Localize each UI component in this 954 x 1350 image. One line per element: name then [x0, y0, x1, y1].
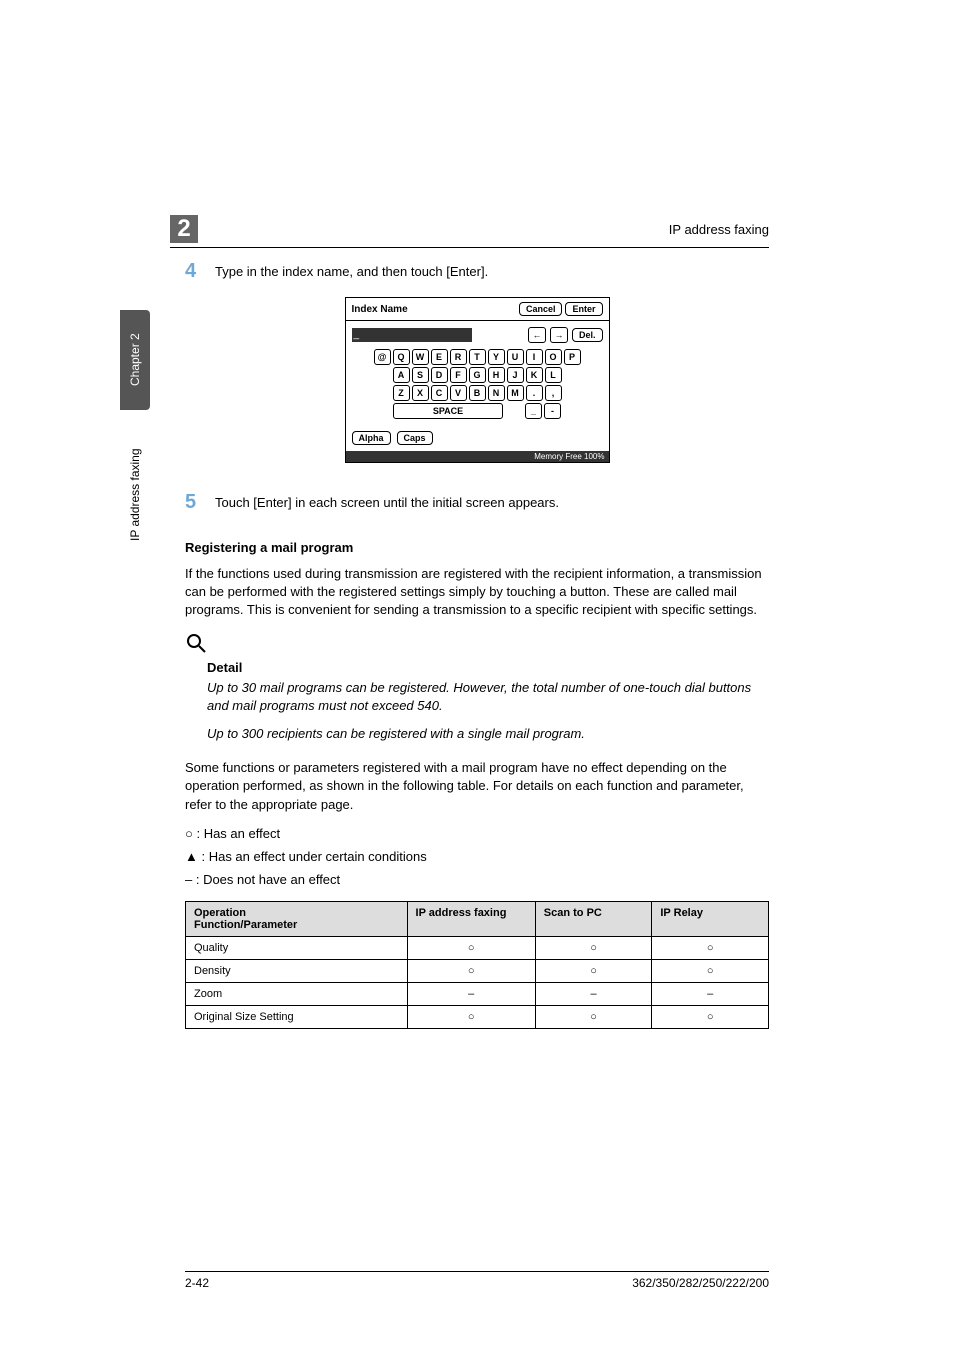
step-5: 5 Touch [Enter] in each screen until the…: [185, 491, 769, 514]
key[interactable]: J: [507, 367, 524, 383]
key[interactable]: I: [526, 349, 543, 365]
arrow-right-icon[interactable]: →: [550, 327, 568, 343]
table-row: Zoom – – –: [186, 982, 769, 1005]
enter-button[interactable]: Enter: [565, 302, 602, 316]
table-cell: ○: [652, 936, 769, 959]
table-cell: ○: [652, 959, 769, 982]
key[interactable]: S: [412, 367, 429, 383]
key[interactable]: C: [431, 385, 448, 401]
underscore-key[interactable]: _: [525, 403, 542, 419]
table-row: Density ○ ○ ○: [186, 959, 769, 982]
table-cell: Zoom: [186, 982, 408, 1005]
caps-button[interactable]: Caps: [397, 431, 433, 445]
dash-key[interactable]: -: [544, 403, 561, 419]
key[interactable]: @: [374, 349, 391, 365]
cancel-button[interactable]: Cancel: [519, 302, 563, 316]
legend-conditional: ▲ : Has an effect under certain conditio…: [185, 849, 769, 864]
key[interactable]: B: [469, 385, 486, 401]
page-number: 2-42: [185, 1276, 209, 1290]
key[interactable]: E: [431, 349, 448, 365]
keyboard-row-1: @ Q W E R T Y U I O P: [352, 349, 603, 365]
legend-effect: ○ : Has an effect: [185, 826, 769, 841]
key[interactable]: D: [431, 367, 448, 383]
key[interactable]: X: [412, 385, 429, 401]
keyboard-row-space: SPACE _ -: [352, 403, 603, 419]
key[interactable]: G: [469, 367, 486, 383]
table-header: IP Relay: [652, 901, 769, 936]
key[interactable]: N: [488, 385, 505, 401]
table-cell: ○: [535, 1005, 652, 1028]
detail-label: Detail: [207, 660, 769, 675]
section-heading: Registering a mail program: [185, 540, 769, 555]
table-cell: –: [652, 982, 769, 1005]
key[interactable]: M: [507, 385, 524, 401]
table-header: Scan to PC: [535, 901, 652, 936]
key[interactable]: Q: [393, 349, 410, 365]
table-row: Original Size Setting ○ ○ ○: [186, 1005, 769, 1028]
key[interactable]: O: [545, 349, 562, 365]
body-paragraph: If the functions used during transmissio…: [185, 565, 769, 620]
key[interactable]: T: [469, 349, 486, 365]
table-header: Operation Function/Parameter: [186, 901, 408, 936]
detail-block: Detail Up to 30 mail programs can be reg…: [185, 632, 769, 744]
model-numbers: 362/350/282/250/222/200: [632, 1276, 769, 1290]
key[interactable]: R: [450, 349, 467, 365]
key[interactable]: U: [507, 349, 524, 365]
step-4: 4 Type in the index name, and then touch…: [185, 260, 769, 283]
detail-text: Up to 30 mail programs can be registered…: [207, 679, 769, 715]
key[interactable]: ,: [545, 385, 562, 401]
keyboard-row-2: A S D F G H J K L: [352, 367, 603, 383]
table-cell: –: [407, 982, 535, 1005]
key[interactable]: .: [526, 385, 543, 401]
delete-button[interactable]: Del.: [572, 328, 603, 342]
step-text: Type in the index name, and then touch […: [215, 260, 488, 283]
space-key[interactable]: SPACE: [393, 403, 503, 419]
index-name-panel: Index Name Cancel Enter _ ← → Del. @ Q W: [345, 297, 610, 463]
key[interactable]: V: [450, 385, 467, 401]
keyboard-row-3: Z X C V B N M . ,: [352, 385, 603, 401]
step-number: 5: [185, 491, 215, 514]
key[interactable]: P: [564, 349, 581, 365]
page-footer: 2-42 362/350/282/250/222/200: [185, 1271, 769, 1290]
table-cell: –: [535, 982, 652, 1005]
key[interactable]: Z: [393, 385, 410, 401]
step-text: Touch [Enter] in each screen until the i…: [215, 491, 559, 514]
key[interactable]: W: [412, 349, 429, 365]
index-name-input[interactable]: _: [352, 328, 472, 342]
function-table: Operation Function/Parameter IP address …: [185, 901, 769, 1029]
table-cell: Density: [186, 959, 408, 982]
key[interactable]: A: [393, 367, 410, 383]
table-cell: ○: [535, 959, 652, 982]
memory-status: Memory Free 100%: [346, 451, 609, 462]
arrow-left-icon[interactable]: ←: [528, 327, 546, 343]
panel-title: Index Name: [352, 304, 408, 315]
table-cell: ○: [535, 936, 652, 959]
table-cell: ○: [652, 1005, 769, 1028]
key[interactable]: K: [526, 367, 543, 383]
table-cell: ○: [407, 936, 535, 959]
key[interactable]: L: [545, 367, 562, 383]
key[interactable]: F: [450, 367, 467, 383]
body-paragraph: Some functions or parameters registered …: [185, 759, 769, 814]
key[interactable]: H: [488, 367, 505, 383]
table-row: Quality ○ ○ ○: [186, 936, 769, 959]
detail-text: Up to 300 recipients can be registered w…: [207, 725, 769, 743]
table-cell: ○: [407, 959, 535, 982]
table-cell: Original Size Setting: [186, 1005, 408, 1028]
legend-no-effect: – : Does not have an effect: [185, 872, 769, 887]
table-cell: ○: [407, 1005, 535, 1028]
alpha-button[interactable]: Alpha: [352, 431, 391, 445]
table-header: IP address faxing: [407, 901, 535, 936]
magnifier-icon: [185, 632, 769, 658]
step-number: 4: [185, 260, 215, 283]
key[interactable]: Y: [488, 349, 505, 365]
table-cell: Quality: [186, 936, 408, 959]
